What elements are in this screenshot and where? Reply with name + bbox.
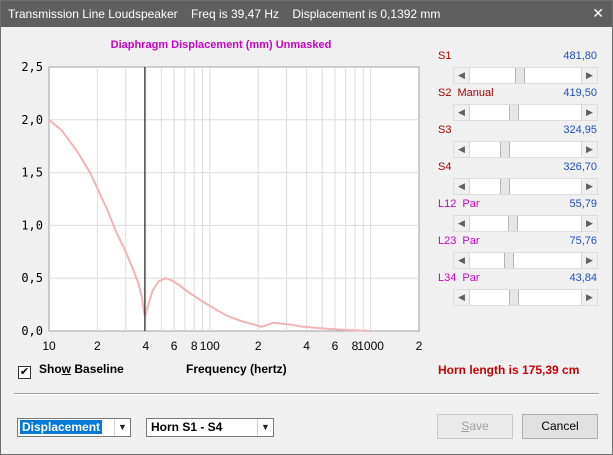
chevron-down-icon[interactable]: ▼ xyxy=(257,419,273,436)
slider-value-l34: 43,84 xyxy=(569,272,597,284)
arrow-left-icon[interactable]: ◀ xyxy=(454,179,470,194)
horn-length-text: Horn length is 175,39 cm xyxy=(438,363,580,377)
cancel-button[interactable]: Cancel xyxy=(522,414,598,439)
x-tick-label: 100 xyxy=(200,339,220,353)
arrow-right-icon[interactable]: ▶ xyxy=(581,105,597,120)
slider-s2[interactable]: ◀ ▶ xyxy=(453,104,598,121)
slider-s3[interactable]: ◀ ▶ xyxy=(453,141,598,158)
chevron-down-icon[interactable]: ▼ xyxy=(114,419,130,436)
slider-thumb[interactable] xyxy=(500,179,511,194)
y-tick-label: 1,0 xyxy=(21,218,43,232)
slider-label-l23: L23 Par xyxy=(438,235,480,247)
x-tick-label: 8 xyxy=(191,339,198,353)
horn-select[interactable]: Horn S1 - S4 ▼ xyxy=(146,418,274,437)
plot-area xyxy=(48,66,420,332)
slider-value-s2: 419,50 xyxy=(563,87,597,99)
arrow-right-icon[interactable]: ▶ xyxy=(581,68,597,83)
chart-title: Diaphragm Displacement (mm) Unmasked xyxy=(110,39,332,51)
x-tick-label: 2 xyxy=(255,339,262,353)
y-tick-label: 2,5 xyxy=(21,60,43,74)
arrow-left-icon[interactable]: ◀ xyxy=(454,68,470,83)
x-tick-label: 1000 xyxy=(357,339,384,353)
x-tick-label: 10 xyxy=(42,339,56,353)
x-tick-label: 4 xyxy=(142,339,149,353)
slider-l23[interactable]: ◀ ▶ xyxy=(453,252,598,269)
y-tick-label: 0,0 xyxy=(21,324,43,338)
slider-value-s4: 326,70 xyxy=(563,161,597,173)
y-tick-label: 1,5 xyxy=(21,166,43,180)
slider-label-l34: L34 Par xyxy=(438,272,480,284)
arrow-right-icon[interactable]: ▶ xyxy=(581,290,597,305)
display-mode-value: Displacement xyxy=(20,420,103,434)
slider-thumb[interactable] xyxy=(509,105,520,120)
slider-label-s1: S1 xyxy=(438,50,452,62)
slider-thumb[interactable] xyxy=(500,142,511,157)
slider-l12[interactable]: ◀ ▶ xyxy=(453,215,598,232)
slider-thumb[interactable] xyxy=(515,68,526,83)
arrow-right-icon[interactable]: ▶ xyxy=(581,179,597,194)
x-tick-label: 6 xyxy=(171,339,178,353)
display-mode-select[interactable]: Displacement ▼ xyxy=(17,418,131,437)
slider-thumb[interactable] xyxy=(509,290,520,305)
arrow-left-icon[interactable]: ◀ xyxy=(454,105,470,120)
y-tick-label: 0,5 xyxy=(21,271,43,285)
slider-label-s3: S3 xyxy=(438,124,452,136)
arrow-right-icon[interactable]: ▶ xyxy=(581,142,597,157)
frequency-axis-label: Frequency (hertz) xyxy=(186,362,287,376)
x-tick-label: 2 xyxy=(416,339,423,353)
arrow-left-icon[interactable]: ◀ xyxy=(454,216,470,231)
arrow-left-icon[interactable]: ◀ xyxy=(454,290,470,305)
x-tick-label: 2 xyxy=(94,339,101,353)
slider-label-s2: S2 Manual xyxy=(438,87,494,99)
slider-l34[interactable]: ◀ ▶ xyxy=(453,289,598,306)
horn-select-value: Horn S1 - S4 xyxy=(151,420,223,434)
close-icon[interactable]: ✕ xyxy=(592,5,604,21)
checkbox-label: Show Baseline xyxy=(39,362,124,376)
title-bar: Transmission Line Loudspeaker Freq is 39… xyxy=(1,1,612,27)
slider-label-l12: L12 Par xyxy=(438,198,480,210)
checkbox-box[interactable]: ✔ xyxy=(18,366,31,379)
displacement-curve xyxy=(48,119,371,332)
window-title: Transmission Line Loudspeaker Freq is 39… xyxy=(8,7,441,21)
slider-value-l12: 55,79 xyxy=(569,198,597,210)
arrow-right-icon[interactable]: ▶ xyxy=(581,216,597,231)
x-tick-label: 8 xyxy=(352,339,359,353)
slider-value-l23: 75,76 xyxy=(569,235,597,247)
arrow-right-icon[interactable]: ▶ xyxy=(581,253,597,268)
arrow-left-icon[interactable]: ◀ xyxy=(454,253,470,268)
slider-thumb[interactable] xyxy=(504,253,515,268)
slider-s4[interactable]: ◀ ▶ xyxy=(453,178,598,195)
show-baseline-checkbox[interactable]: ✔ Show Baseline xyxy=(18,362,124,379)
divider xyxy=(14,393,599,395)
arrow-left-icon[interactable]: ◀ xyxy=(454,142,470,157)
x-tick-label: 4 xyxy=(303,339,310,353)
slider-value-s3: 324,95 xyxy=(563,124,597,136)
x-tick-label: 6 xyxy=(332,339,339,353)
slider-s1[interactable]: ◀ ▶ xyxy=(453,67,598,84)
y-tick-label: 2,0 xyxy=(21,113,43,127)
save-button[interactable]: Save xyxy=(437,414,513,439)
slider-value-s1: 481,80 xyxy=(563,50,597,62)
slider-thumb[interactable] xyxy=(508,216,519,231)
slider-label-s4: S4 xyxy=(438,161,452,173)
